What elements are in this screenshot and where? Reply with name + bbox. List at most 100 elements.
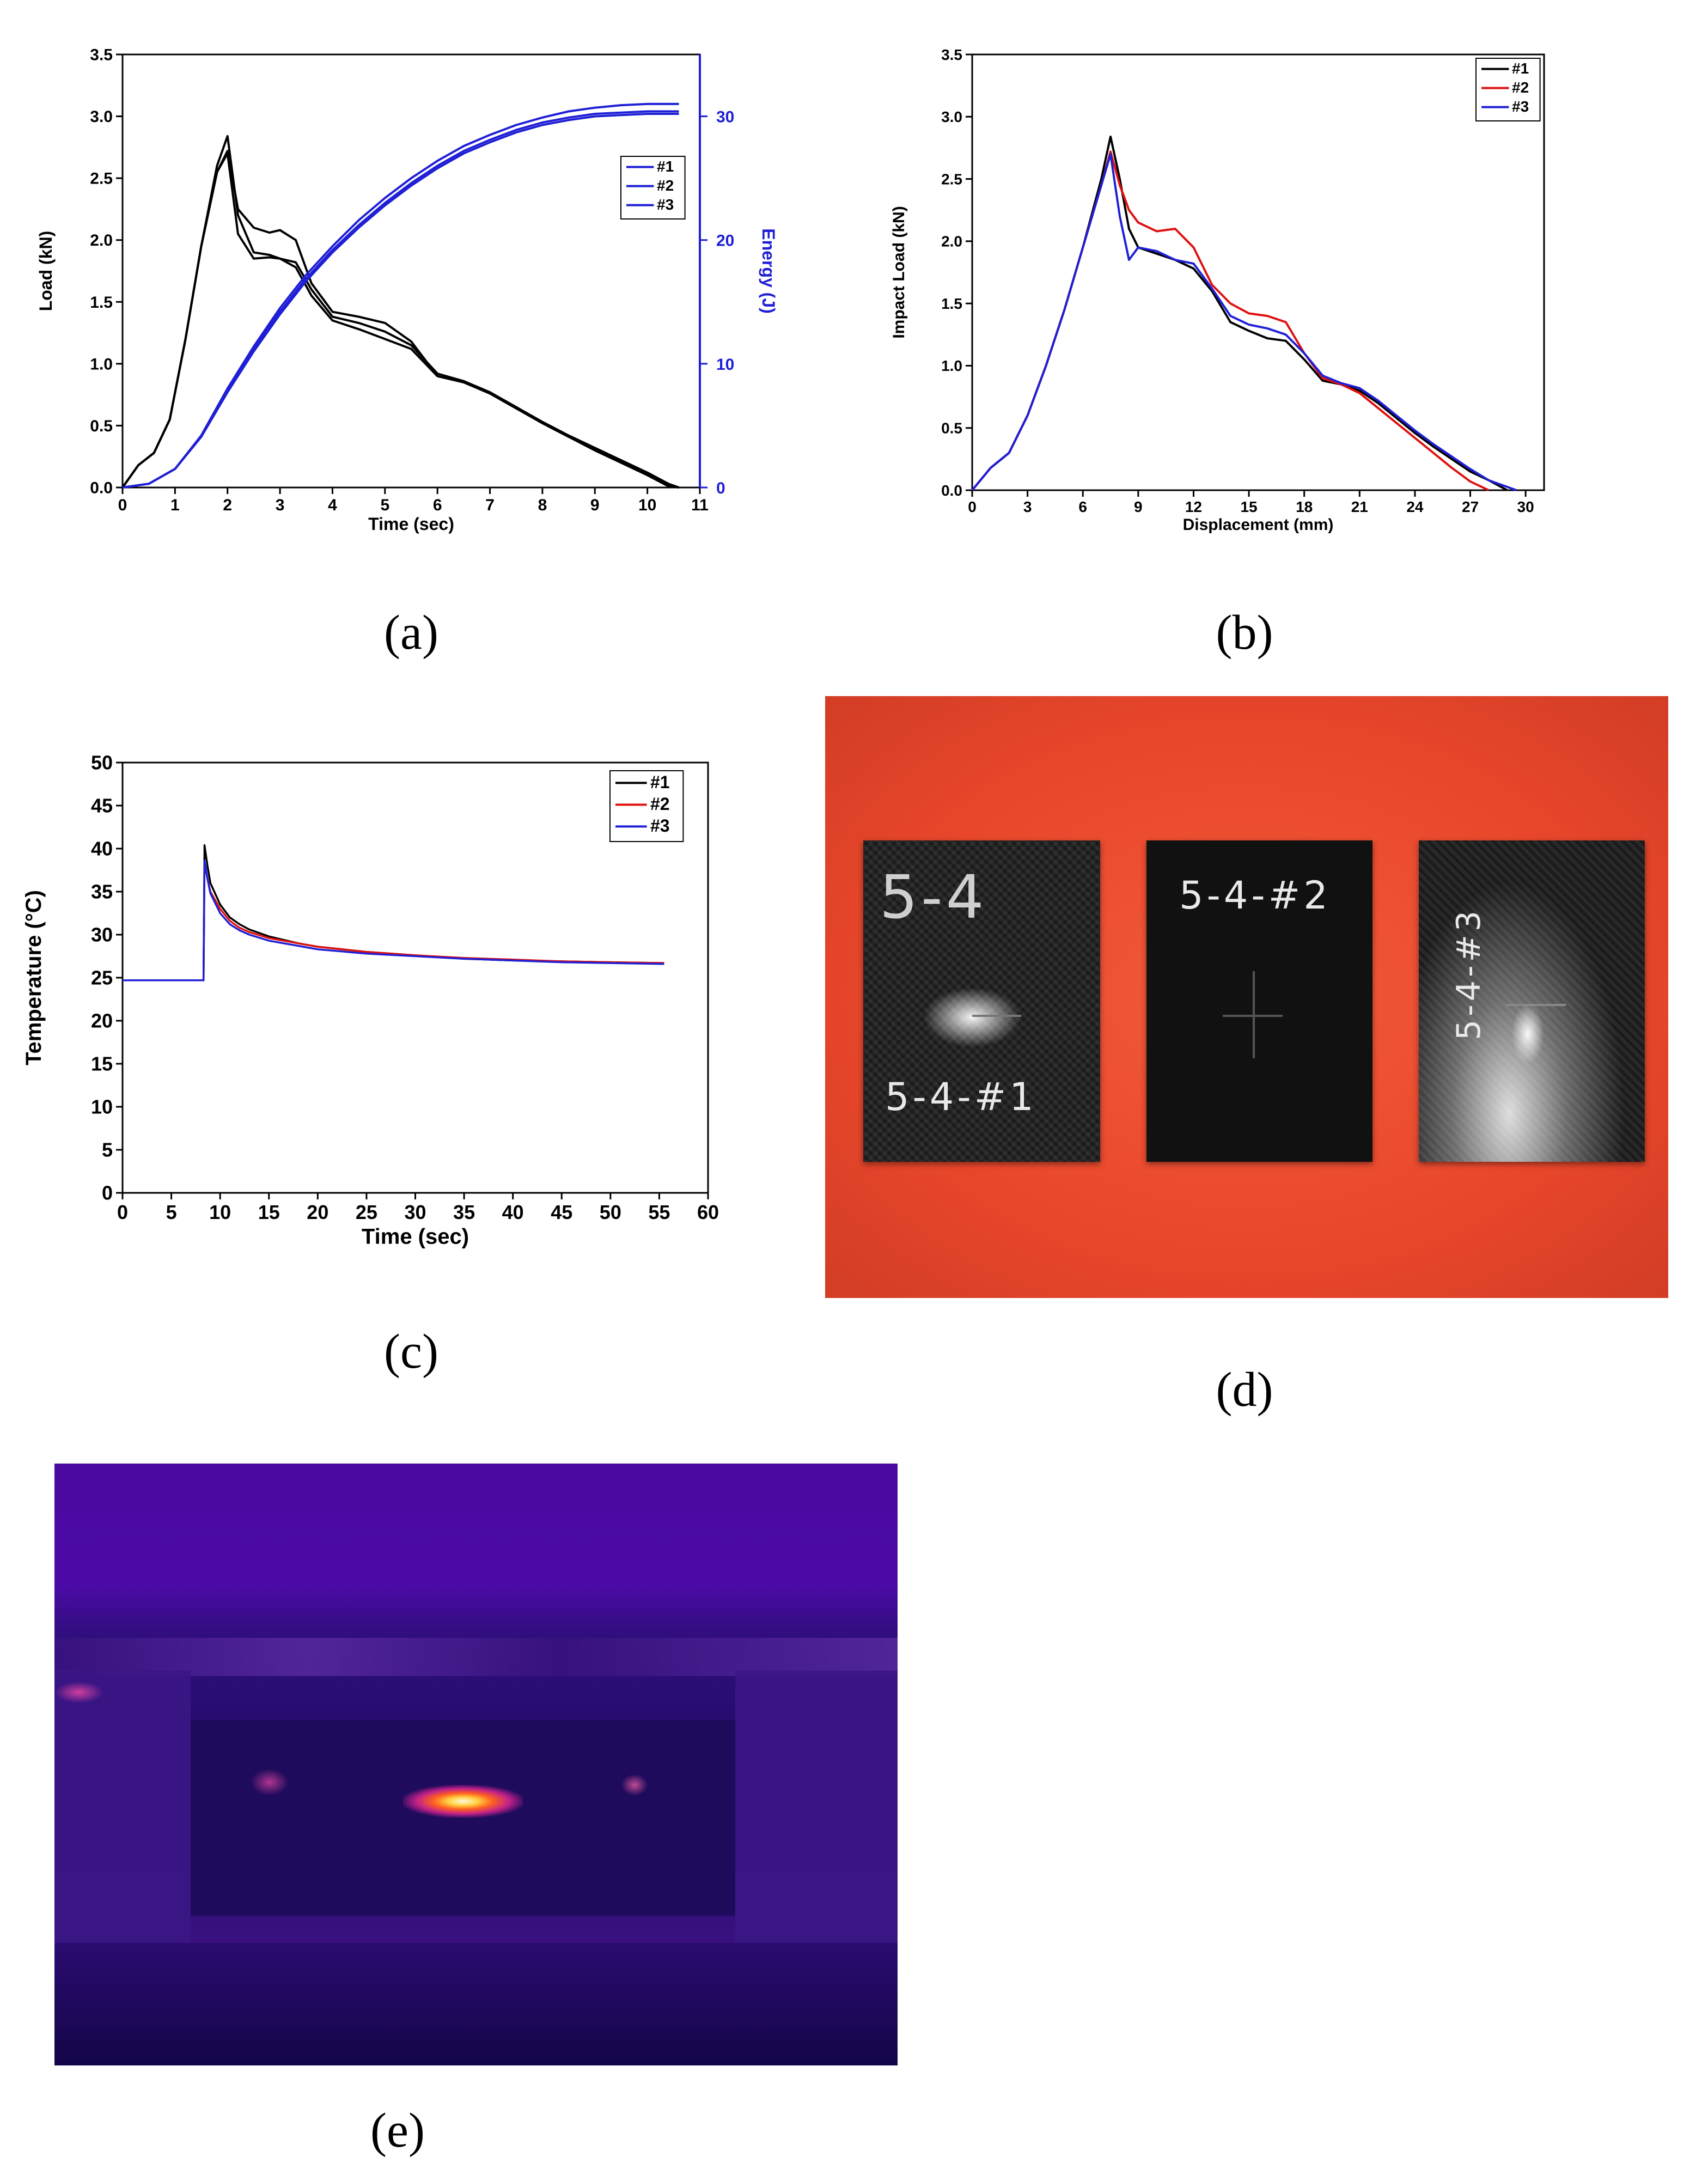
caption-d: (d) (1216, 1363, 1273, 1417)
y-tick-label: 3.0 (941, 108, 962, 125)
y-axis-title: Load (kN) (36, 231, 56, 312)
x-tick-label: 3 (1023, 498, 1032, 515)
y-tick-label: 1.5 (941, 295, 962, 312)
x-tick-label: 20 (307, 1201, 328, 1223)
legend-label: #1 (657, 158, 674, 175)
x-tick-label: 35 (453, 1201, 475, 1223)
y-tick-label: 1.0 (941, 357, 962, 374)
y-tick-label: 1.5 (90, 294, 113, 312)
x-tick-label: 25 (356, 1201, 377, 1223)
y-tick-label: 20 (91, 1010, 113, 1032)
x-tick-label: 6 (1078, 498, 1087, 515)
y-tick-label: 0.0 (941, 482, 962, 499)
y-tick-label: 25 (91, 967, 113, 989)
caption-b: (b) (1216, 606, 1273, 660)
y-tick-label: 5 (102, 1139, 113, 1161)
x-tick-label: 0 (118, 496, 127, 514)
y-tick-label: 30 (91, 924, 113, 946)
x-tick-label: 15 (1240, 498, 1257, 515)
x-tick-label: 12 (1185, 498, 1202, 515)
x-tick-label: 10 (209, 1201, 231, 1223)
y-tick-label: 40 (91, 838, 113, 860)
chart-b-impact-load-displacement: 0 3 6 9 12 15 18 21 24 27 30 0.0 0.5 1.0 1.5 2.0 2.5 3.0 3… (890, 46, 1545, 534)
y-axis-title: Temperature (°C) (22, 890, 46, 1065)
series-energy-#3 (122, 110, 679, 489)
x-tick-label: 15 (258, 1201, 280, 1223)
x-tick-label: 18 (1296, 498, 1313, 515)
legend-box (1475, 58, 1541, 121)
y-tick-label: 0.5 (90, 417, 113, 435)
y-tick-label: 2.5 (90, 170, 113, 188)
y-tick-label: 2.5 (941, 170, 962, 187)
x-tick-label: 8 (538, 496, 547, 514)
legend-label: #1 (650, 772, 670, 792)
x-tick-label: 30 (404, 1201, 426, 1223)
legend-box (609, 770, 684, 842)
specimen-3: 5-4-#3 (1419, 840, 1645, 1162)
x-tick-label: 5 (380, 496, 389, 514)
legend-label: #1 (1512, 60, 1529, 77)
warm-spot (621, 1774, 648, 1796)
y-tick-label: 3.5 (941, 46, 962, 63)
legend-label: #3 (650, 816, 670, 836)
warm-spot (251, 1769, 289, 1796)
x-axis-title: Displacement (mm) (1183, 516, 1334, 534)
series-#3 (123, 860, 664, 982)
x-tick-label: 9 (1134, 498, 1143, 515)
y-tick-label: 45 (91, 795, 113, 817)
impact-glare (1511, 1004, 1544, 1064)
specimen-2: 5-4-#2 (1146, 840, 1372, 1162)
specimen-1: 5-4 5-4-#1 (863, 840, 1100, 1162)
series-load-#1 (121, 135, 679, 489)
legend-label: #2 (650, 794, 670, 814)
chart-a-load-energy-time: 0 1 2 3 4 5 6 7 8 9 10 11 0.0 0.5 1.0 1.5 2.0 2.5 3.0 3.5 Ti… (36, 46, 778, 534)
legend-box (620, 156, 686, 220)
x-tick-label: 55 (648, 1201, 670, 1223)
x-tick-label: 0 (117, 1201, 128, 1223)
series-load-#3 (121, 152, 680, 489)
y2-tick-label: 30 (716, 108, 734, 126)
impact-crack (1253, 971, 1255, 1058)
legend-label: #2 (657, 177, 674, 194)
series-#3 (971, 153, 1517, 491)
y2-axis-title: Energy (J) (759, 228, 778, 313)
x-tick-label: 1 (170, 496, 180, 514)
hot-edge-left (54, 1681, 103, 1703)
plot-frame (971, 53, 1545, 491)
y-tick-label: 0 (102, 1182, 113, 1204)
legend-label: #3 (1512, 98, 1529, 115)
specimen-1-label-top: 5-4 (880, 862, 987, 932)
y2-tick-label: 10 (716, 356, 734, 374)
series-load-#2 (121, 150, 679, 489)
y-tick-label: 0.0 (90, 479, 113, 497)
x-tick-label: 11 (691, 496, 709, 514)
fixture-left (54, 1671, 191, 1943)
x-tick-label: 3 (276, 496, 285, 514)
y-tick-label: 50 (91, 752, 113, 774)
specimen-1-label-bottom: 5-4-#1 (885, 1075, 1037, 1119)
x-tick-label: 9 (590, 496, 600, 514)
base-band (54, 1943, 898, 2065)
x-tick-label: 6 (433, 496, 442, 514)
y-tick-label: 2.0 (90, 231, 113, 249)
y-tick-label: 35 (91, 881, 113, 903)
x-tick-label: 60 (697, 1201, 719, 1223)
x-tick-label: 27 (1462, 498, 1479, 515)
x-tick-label: 30 (1517, 498, 1534, 515)
y-tick-label: 15 (91, 1053, 113, 1075)
y-axis-title: Impact Load (kN) (890, 206, 908, 338)
fixture-band (54, 1638, 898, 1676)
specimen-2-label-top: 5-4-#2 (1179, 873, 1331, 918)
y-tick-label: 2.0 (941, 233, 962, 250)
fixture-right (735, 1671, 898, 1943)
x-tick-label: 50 (600, 1201, 621, 1223)
x-tick-label: 2 (223, 496, 232, 514)
y-tick-label: 10 (91, 1096, 113, 1118)
caption-e: (e) (370, 2104, 425, 2157)
hot-spot (403, 1785, 523, 1818)
impact-glare (923, 988, 1021, 1047)
y-tick-label: 3.5 (90, 46, 113, 64)
series-#1 (971, 135, 1508, 491)
x-tick-label: 21 (1351, 498, 1368, 515)
specimen-3-label-side: 5-4-#3 (1450, 907, 1489, 1041)
